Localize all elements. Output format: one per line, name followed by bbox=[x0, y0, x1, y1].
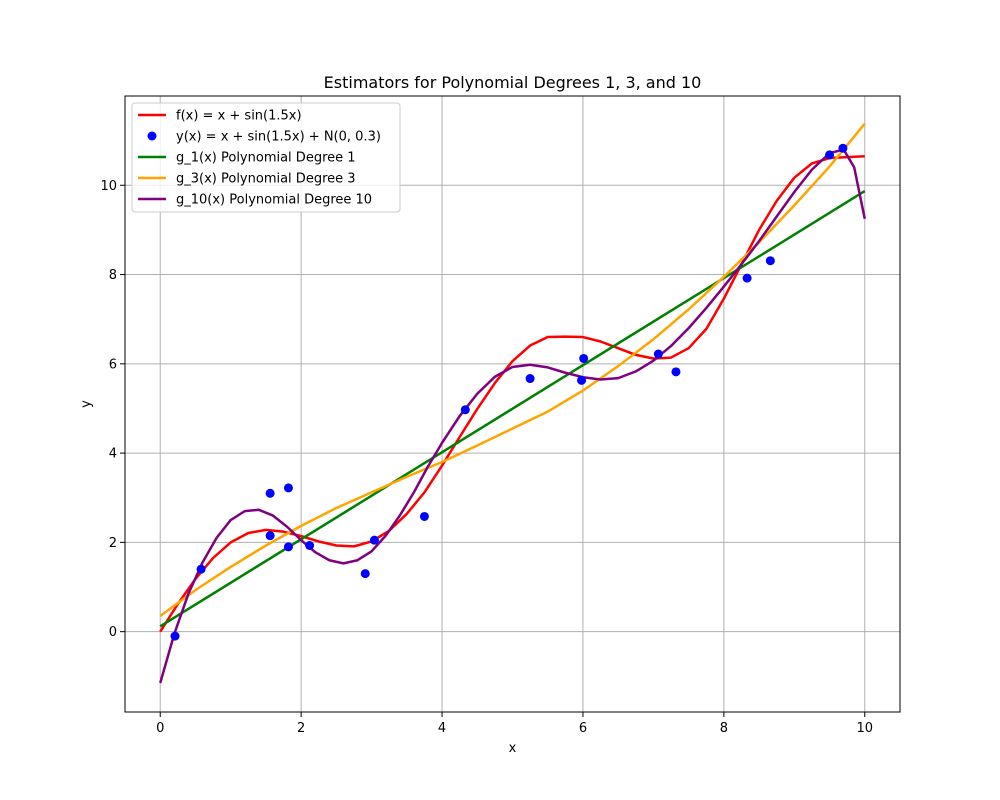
series-1-point bbox=[765, 256, 775, 266]
series-1-point bbox=[579, 353, 589, 363]
y-tick-label: 10 bbox=[100, 179, 117, 194]
y-tick-label: 2 bbox=[109, 536, 117, 551]
grid bbox=[125, 96, 900, 712]
series-1-point bbox=[742, 273, 752, 283]
legend-entry-4: g_10(x) Polynomial Degree 10 bbox=[176, 193, 372, 208]
series-1-point bbox=[525, 374, 535, 384]
series-1-point bbox=[170, 631, 180, 641]
series-1-point bbox=[369, 535, 379, 545]
y-tick-label: 4 bbox=[109, 447, 117, 462]
series-1-point bbox=[653, 349, 663, 359]
series-1-point bbox=[305, 541, 315, 551]
series-1-point bbox=[283, 483, 293, 493]
x-tick-label: 10 bbox=[856, 721, 873, 736]
series-1-point bbox=[196, 564, 206, 574]
x-axis-label: x bbox=[509, 741, 517, 756]
x-tick-label: 0 bbox=[156, 721, 164, 736]
series-3-line bbox=[159, 122, 866, 618]
series-4-line bbox=[159, 148, 866, 684]
chart-title: Estimators for Polynomial Degrees 1, 3, … bbox=[324, 73, 702, 92]
series-1-point bbox=[838, 143, 848, 153]
series-1-point bbox=[360, 569, 370, 579]
y-tick-label: 8 bbox=[109, 268, 117, 283]
legend: f(x) = x + sin(1.5x) y(x) = x + sin(1.5x)… bbox=[131, 102, 401, 213]
series-1-point bbox=[671, 367, 681, 377]
plot-frame bbox=[124, 95, 901, 713]
x-tick-label: 8 bbox=[720, 721, 728, 736]
series-1-point bbox=[419, 511, 429, 521]
series-1-point bbox=[265, 531, 275, 541]
series-1-point bbox=[283, 542, 293, 552]
legend-entry-2: g_1(x) Polynomial Degree 1 bbox=[176, 151, 356, 166]
legend-entry-3: g_3(x) Polynomial Degree 3 bbox=[176, 172, 356, 187]
legend-box bbox=[131, 102, 401, 213]
legend-swatch-1 bbox=[147, 131, 157, 141]
plot-area bbox=[159, 122, 866, 684]
series-1-point bbox=[265, 488, 275, 498]
y-tick-label: 0 bbox=[109, 625, 117, 640]
y-axis-label: y bbox=[79, 400, 94, 408]
x-tick-label: 4 bbox=[438, 721, 446, 736]
legend-entry-1: y(x) = x + sin(1.5x) + N(0, 0.3) bbox=[176, 130, 381, 145]
y-tick-label: 6 bbox=[109, 357, 117, 372]
axis-ticks: 0 2 4 6 8 10 0 2 4 6 8 10 bbox=[100, 179, 873, 736]
series-1-point bbox=[460, 405, 470, 415]
legend-entry-0: f(x) = x + sin(1.5x) bbox=[176, 109, 302, 124]
series-1-point bbox=[825, 150, 835, 160]
series-2-line bbox=[159, 190, 866, 628]
x-tick-label: 2 bbox=[297, 721, 305, 736]
x-tick-label: 6 bbox=[579, 721, 587, 736]
series-1-point bbox=[577, 375, 587, 385]
